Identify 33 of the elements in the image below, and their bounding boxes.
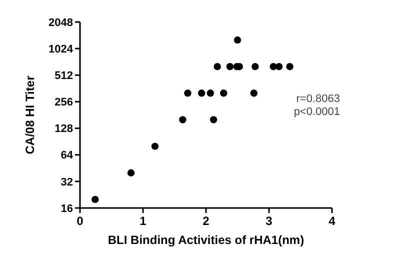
y-tick-label: 512 [54, 70, 73, 82]
point [252, 62, 259, 70]
point [184, 90, 192, 97]
y-tick-label: 64 [60, 150, 74, 162]
point [151, 142, 159, 150]
x-tick-label: 3 [266, 214, 273, 228]
y-tick-label: 2048 [48, 16, 73, 29]
annotation: r=0.8063 [296, 93, 340, 106]
annotation: p<0.0001 [294, 106, 340, 118]
y-tick-label: 128 [54, 123, 73, 136]
point [250, 90, 258, 97]
point [275, 62, 283, 70]
y-tick-label: 32 [60, 176, 73, 188]
point [286, 62, 294, 70]
point [234, 36, 242, 44]
point [210, 116, 218, 124]
y-tick-label: 16 [60, 202, 73, 215]
point [92, 196, 99, 204]
x-axis-title: BLI Binding Activities of rHA1(nm) [108, 233, 304, 247]
x-tick-label: 2 [202, 214, 210, 228]
y-axis-title: CA/08 HI Titer [23, 75, 37, 154]
y-tick-label: 1024 [48, 43, 74, 56]
point [220, 90, 228, 97]
point [179, 116, 186, 124]
point [127, 169, 135, 176]
x-tick-label: 0 [76, 214, 84, 228]
point [226, 62, 234, 70]
x-tick-label: 1 [140, 214, 147, 228]
point [214, 62, 221, 70]
y-tick-label: 256 [54, 96, 73, 109]
point [206, 90, 214, 97]
x-tick-label: 4 [328, 214, 336, 228]
point [198, 90, 206, 97]
